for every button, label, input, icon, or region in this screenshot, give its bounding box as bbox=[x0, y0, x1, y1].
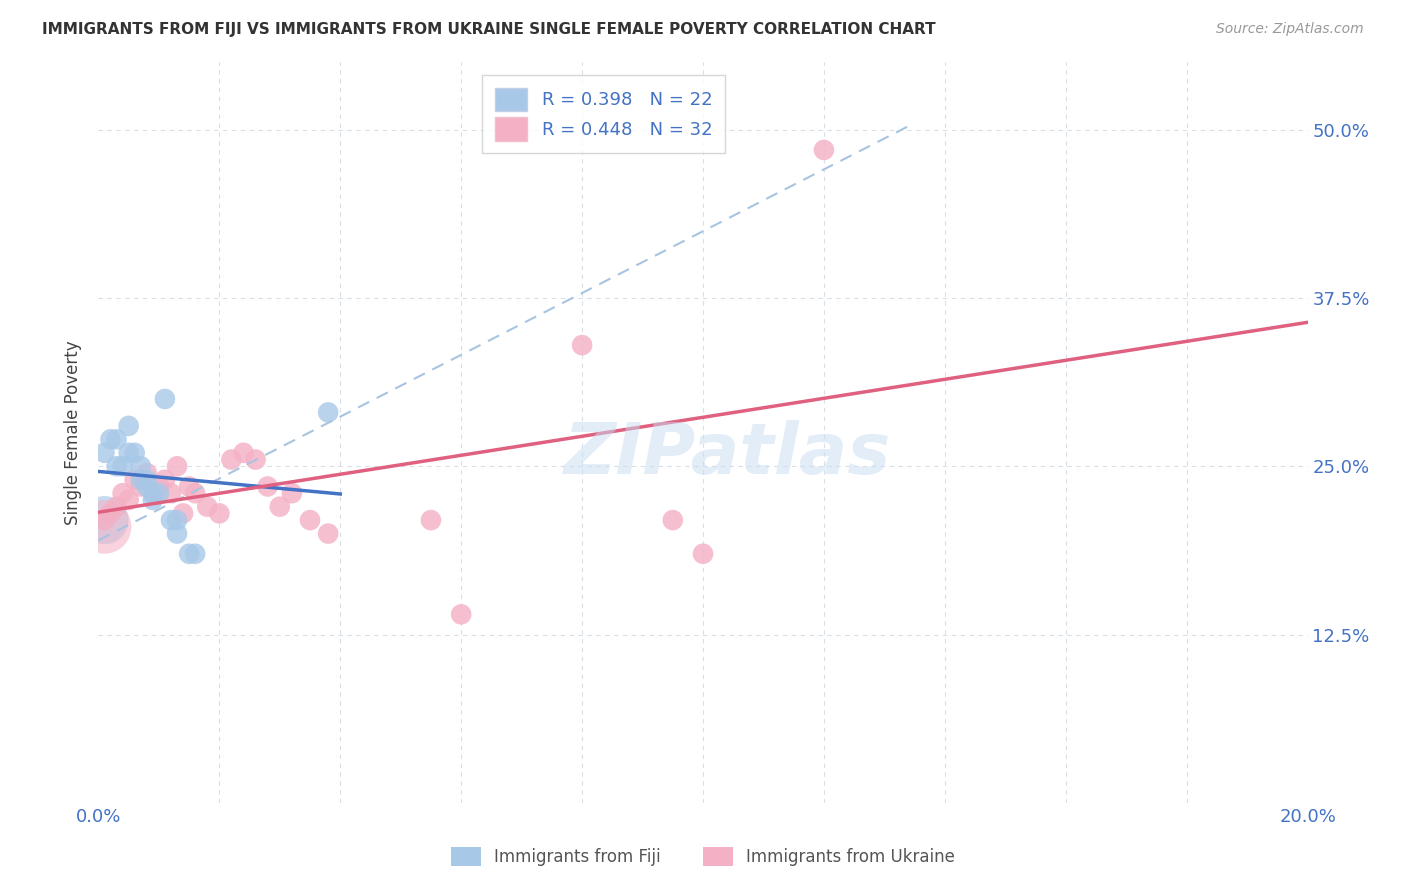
Point bbox=[153, 392, 176, 406]
Point bbox=[148, 486, 170, 500]
Point bbox=[692, 547, 714, 561]
Point bbox=[93, 520, 115, 534]
Point bbox=[166, 459, 188, 474]
Point bbox=[100, 507, 122, 521]
Point bbox=[177, 479, 201, 493]
Point bbox=[124, 473, 146, 487]
Point bbox=[166, 526, 188, 541]
Point bbox=[135, 466, 157, 480]
Point bbox=[118, 418, 141, 433]
Point bbox=[166, 513, 188, 527]
Point bbox=[195, 500, 218, 514]
Point bbox=[281, 486, 304, 500]
Point bbox=[450, 607, 472, 622]
Point bbox=[419, 513, 441, 527]
Text: Source: ZipAtlas.com: Source: ZipAtlas.com bbox=[1216, 22, 1364, 37]
Point bbox=[129, 473, 152, 487]
Point bbox=[105, 500, 128, 514]
Point bbox=[256, 479, 278, 493]
Point bbox=[118, 446, 141, 460]
Point bbox=[124, 446, 146, 460]
Point bbox=[135, 479, 157, 493]
Point bbox=[208, 507, 231, 521]
Legend: Immigrants from Fiji, Immigrants from Ukraine: Immigrants from Fiji, Immigrants from Uk… bbox=[443, 838, 963, 875]
Point bbox=[105, 459, 128, 474]
Point bbox=[316, 526, 339, 541]
Point bbox=[129, 459, 152, 474]
Point bbox=[571, 338, 593, 352]
Text: ZIPatlas: ZIPatlas bbox=[564, 420, 891, 490]
Point bbox=[316, 405, 339, 419]
Point bbox=[172, 507, 194, 521]
Point bbox=[184, 486, 207, 500]
Point bbox=[661, 513, 683, 527]
Point bbox=[299, 513, 322, 527]
Point bbox=[160, 513, 183, 527]
Point bbox=[148, 479, 170, 493]
Point bbox=[232, 446, 254, 460]
Point bbox=[100, 433, 122, 447]
Point bbox=[142, 486, 165, 500]
Point bbox=[118, 492, 141, 507]
Point bbox=[153, 473, 176, 487]
Point bbox=[105, 433, 128, 447]
Point bbox=[129, 479, 152, 493]
Point bbox=[93, 446, 115, 460]
Point bbox=[111, 459, 134, 474]
Point bbox=[142, 492, 165, 507]
Point bbox=[813, 143, 835, 157]
Text: IMMIGRANTS FROM FIJI VS IMMIGRANTS FROM UKRAINE SINGLE FEMALE POVERTY CORRELATIO: IMMIGRANTS FROM FIJI VS IMMIGRANTS FROM … bbox=[42, 22, 936, 37]
Point bbox=[221, 452, 243, 467]
Point bbox=[93, 513, 115, 527]
Point bbox=[184, 547, 207, 561]
Point bbox=[111, 486, 134, 500]
Y-axis label: Single Female Poverty: Single Female Poverty bbox=[65, 341, 83, 524]
Point bbox=[135, 473, 157, 487]
Point bbox=[269, 500, 291, 514]
Point bbox=[160, 486, 183, 500]
Point bbox=[142, 486, 165, 500]
Point bbox=[93, 513, 115, 527]
Point bbox=[177, 547, 201, 561]
Legend: R = 0.398   N = 22, R = 0.448   N = 32: R = 0.398 N = 22, R = 0.448 N = 32 bbox=[482, 75, 725, 153]
Point bbox=[245, 452, 267, 467]
